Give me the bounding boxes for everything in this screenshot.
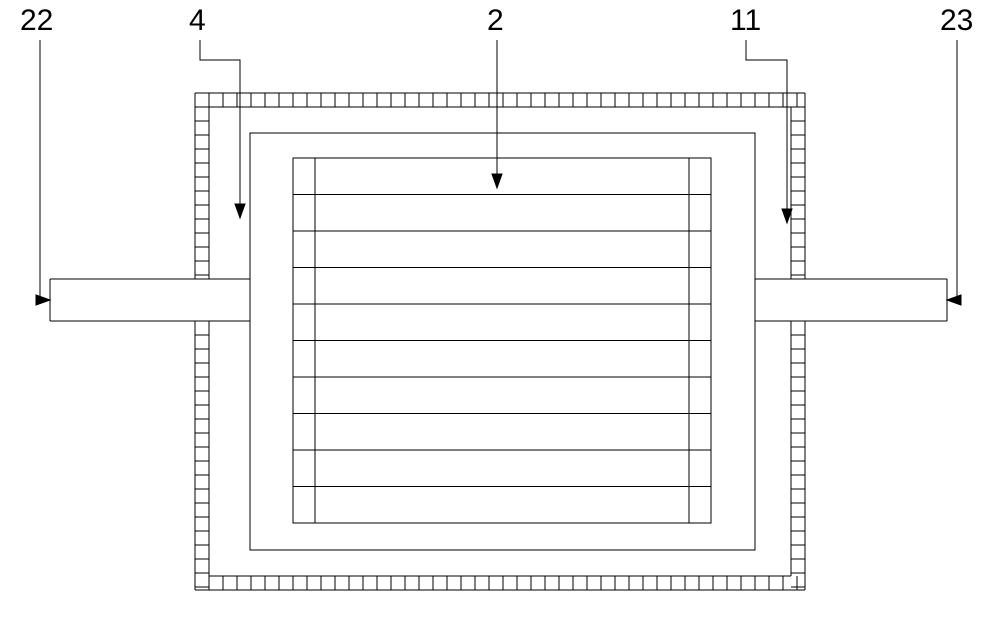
label-11: 11 [730, 4, 761, 37]
label-4: 4 [189, 4, 206, 37]
label-2: 2 [487, 4, 504, 37]
label-22: 22 [20, 4, 53, 37]
label-23: 23 [940, 4, 973, 37]
